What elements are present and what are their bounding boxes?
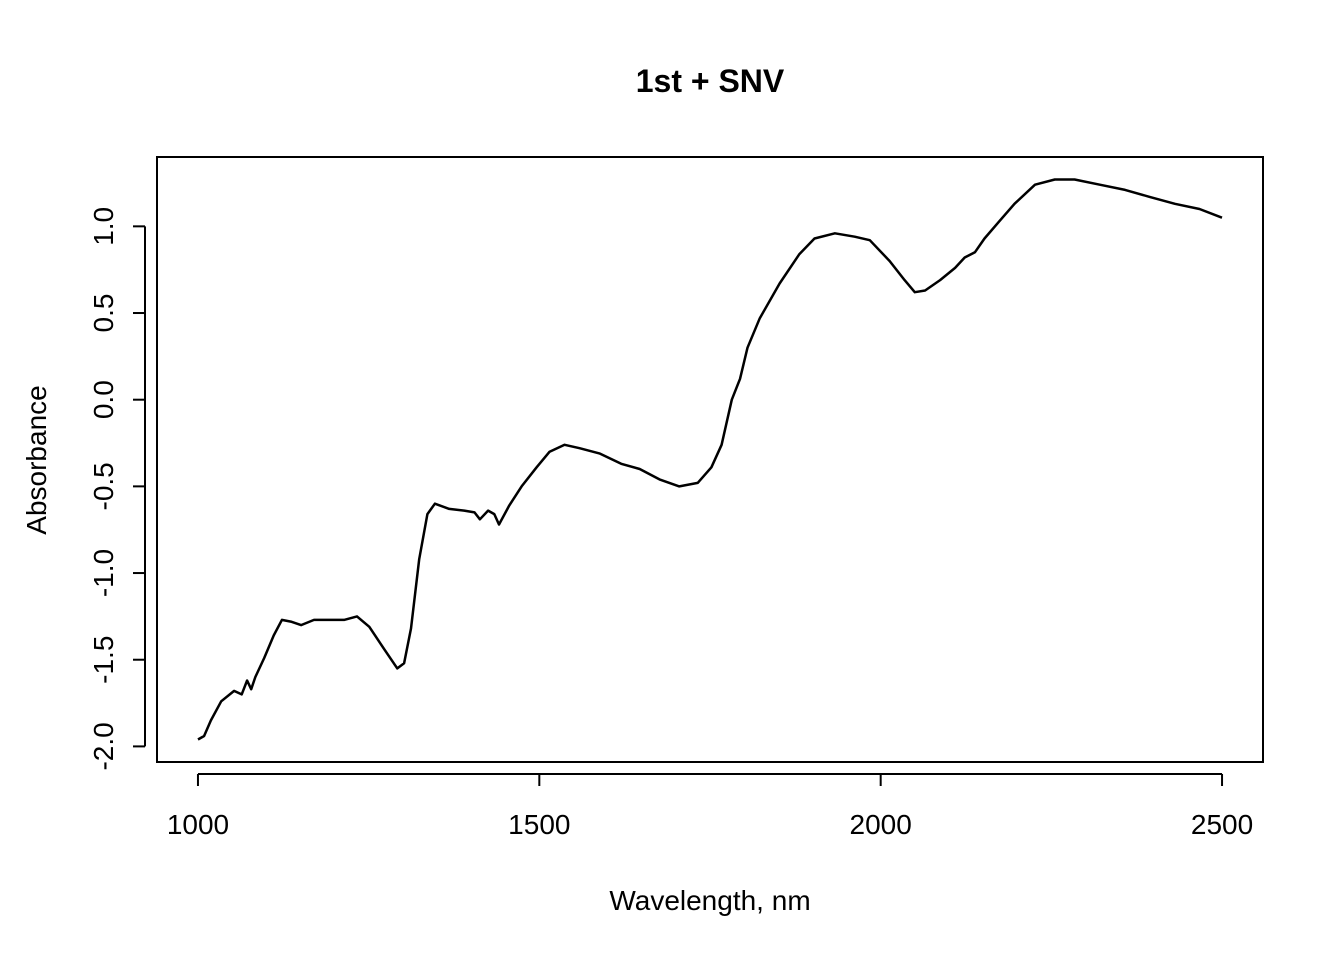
y-tick-label: 0.5 [88,294,119,333]
x-tick-label: 1000 [167,809,229,840]
x-tick-label: 1500 [508,809,570,840]
x-tick-label: 2000 [850,809,912,840]
y-tick-label: -2.0 [88,722,119,770]
y-tick-label: -1.5 [88,636,119,684]
y-tick-label: 1.0 [88,207,119,246]
plot-frame [156,156,1264,763]
x-axis-label: Wavelength, nm [609,885,810,916]
chart-title: 1st + SNV [636,63,785,99]
y-tick-label: -1.0 [88,549,119,597]
y-tick-label: -0.5 [88,462,119,510]
y-tick-label: 0.0 [88,380,119,419]
y-axis-label: Absorbance [21,385,52,534]
x-tick-label: 2500 [1191,809,1253,840]
data-line [197,178,1223,741]
